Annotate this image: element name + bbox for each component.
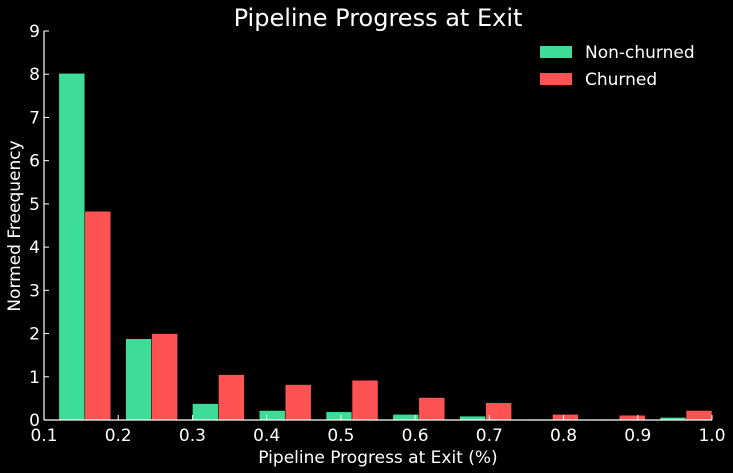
x-tick-label: 0.2 [105,426,132,446]
legend-swatch [540,73,572,85]
bar-churned-3 [284,384,312,421]
bar-non-churned-3 [258,410,286,421]
bar-churned-1 [151,333,178,421]
y-tick-label: 6 [29,152,40,172]
bar-churned-8 [618,414,646,421]
y-tick-label: 8 [29,65,40,85]
bar-churned-4 [351,379,379,421]
x-tick-label: 0.5 [327,426,354,446]
axes-group: 0.1 0.2 0.3 0.4 0.5 0.6 0.7 0.8 0.9 1.0 0 1 2 3 4 5 6 7 8 9 [29,22,725,446]
bar-churned-0 [84,210,112,421]
legend-label: Non-churned [585,43,695,63]
legend: Non-churned Churned [540,43,695,90]
bar-non-churned-4 [325,411,353,421]
y-axis-label: Normed Freequency [5,140,25,311]
y-tick-label: 4 [29,238,40,258]
x-axis-label: Pipeline Progress at Exit (%) [258,448,497,468]
x-tick-label: 0.8 [550,426,577,446]
bar-churned-7 [552,414,579,421]
bars-group [58,73,713,421]
y-tick-label: 1 [29,368,40,388]
y-tick-label: 9 [29,22,40,42]
legend-label: Churned [585,70,657,90]
y-tick-label: 5 [29,195,40,215]
y-tick-label: 2 [29,325,40,345]
y-tick-label: 7 [29,108,40,128]
chart-title: Pipeline Progress at Exit [234,4,523,32]
x-tick-label: 0.4 [253,426,280,446]
bar-churned-9 [685,410,713,421]
x-tick-label: 0.1 [30,426,57,446]
bar-churned-5 [418,397,446,421]
bar-non-churned-1 [125,338,152,421]
bar-non-churned-2 [192,403,219,421]
x-tick-label: 0.3 [179,426,206,446]
y-tick-label: 3 [29,281,40,301]
x-tick-label: 0.7 [476,426,503,446]
x-tick-label: 1.0 [698,426,725,446]
legend-swatch [540,46,572,58]
x-tick-label: 0.9 [624,426,651,446]
x-tick-label: 0.6 [402,426,429,446]
bar-non-churned-0 [58,73,86,421]
bar-churned-2 [218,374,245,421]
y-tick-label: 0 [29,411,40,431]
